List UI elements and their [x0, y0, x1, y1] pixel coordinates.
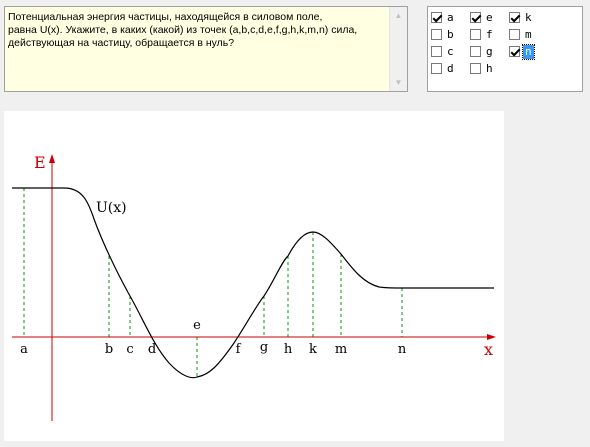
- checkbox-icon[interactable]: [470, 29, 481, 40]
- checkbox-icon[interactable]: [431, 29, 442, 40]
- point-label-n: n: [398, 342, 407, 357]
- checkbox-icon[interactable]: [431, 63, 442, 74]
- y-axis-label: E: [34, 153, 46, 172]
- checkbox-icon[interactable]: [470, 46, 481, 57]
- checkbox-icon[interactable]: [509, 12, 520, 23]
- potential-energy-graph: E x U(x) a b c d e f g h k m n: [4, 111, 504, 441]
- question-scrollbar[interactable]: ▲ ▼: [389, 7, 407, 91]
- answer-options: a e k b f m c g n d h: [427, 6, 583, 92]
- point-label-b: b: [105, 342, 113, 357]
- point-label-a: a: [20, 342, 28, 357]
- point-label-m: m: [335, 342, 347, 357]
- potential-curve: [12, 188, 494, 378]
- checkbox-icon[interactable]: [509, 29, 520, 40]
- scroll-up-icon[interactable]: ▲: [390, 7, 407, 24]
- point-label-d: d: [148, 342, 156, 357]
- scroll-down-icon[interactable]: ▼: [390, 74, 407, 91]
- point-label-f: f: [236, 342, 242, 357]
- point-label-h: h: [284, 342, 293, 357]
- point-label-k: k: [309, 342, 317, 357]
- checkbox-icon[interactable]: [470, 12, 481, 23]
- point-label-c: c: [126, 342, 133, 357]
- y-axis-arrow-icon: [49, 154, 55, 163]
- question-panel: Потенциальная энергия частицы, находящей…: [4, 6, 408, 92]
- point-label-g: g: [260, 340, 268, 355]
- checkbox-icon[interactable]: [470, 63, 481, 74]
- x-axis-label: x: [484, 340, 493, 359]
- checkbox-icon[interactable]: [431, 46, 442, 57]
- checkbox-icon[interactable]: [509, 46, 520, 57]
- checkbox-icon[interactable]: [431, 12, 442, 23]
- curve-label: U(x): [96, 200, 127, 216]
- graph-svg: E x U(x) a b c d e f g h k m n: [4, 111, 504, 441]
- point-label-e: e: [193, 318, 201, 333]
- question-text: Потенциальная энергия частицы, находящей…: [8, 11, 390, 50]
